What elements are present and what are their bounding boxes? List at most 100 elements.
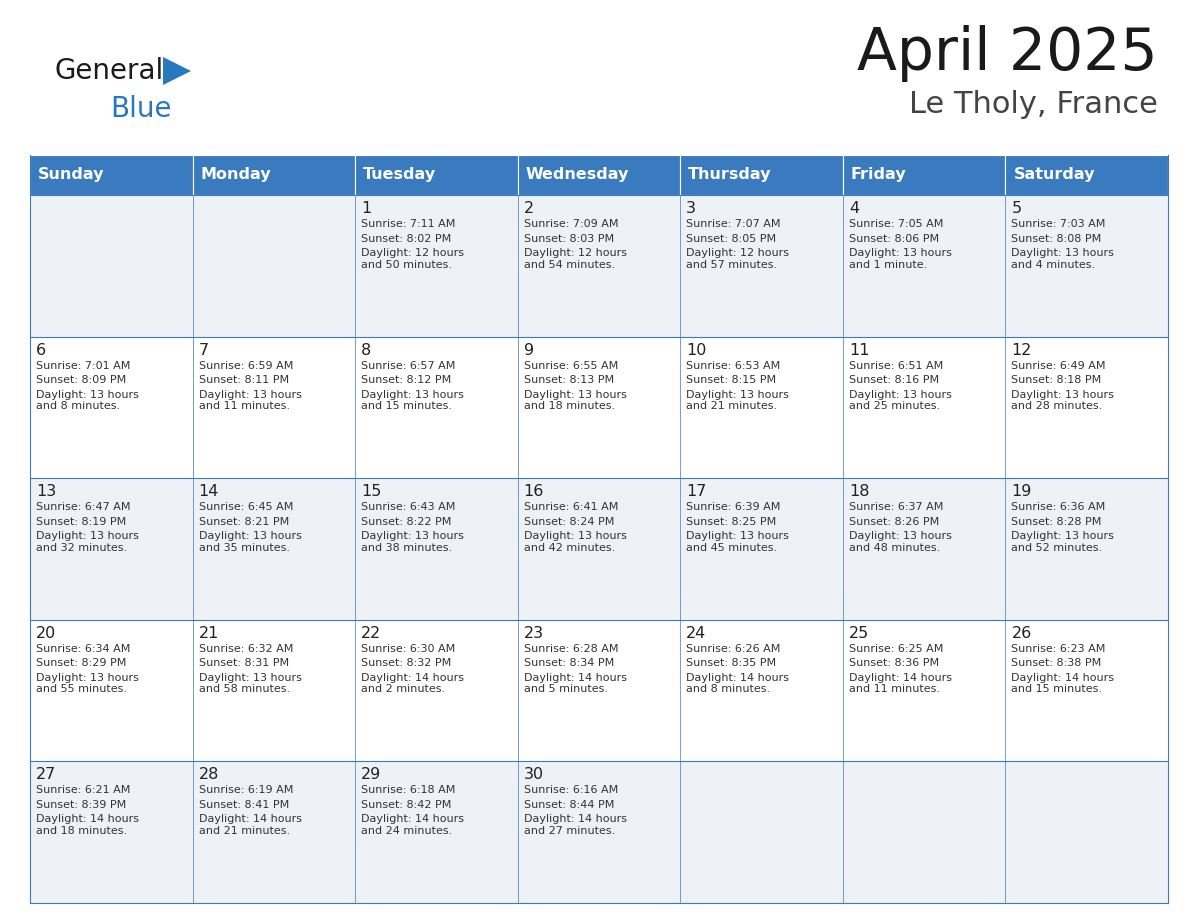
Text: Sunrise: 6:28 AM: Sunrise: 6:28 AM [524,644,618,654]
Text: 23: 23 [524,626,544,641]
Text: April 2025: April 2025 [858,25,1158,82]
Text: Sunset: 8:28 PM: Sunset: 8:28 PM [1011,517,1101,527]
Text: Sunset: 8:31 PM: Sunset: 8:31 PM [198,658,289,668]
Text: Sunrise: 6:18 AM: Sunrise: 6:18 AM [361,786,455,795]
Bar [30,761,1168,903]
Text: Daylight: 13 hours
and 38 minutes.: Daylight: 13 hours and 38 minutes. [361,532,465,553]
Text: Daylight: 14 hours
and 8 minutes.: Daylight: 14 hours and 8 minutes. [687,673,789,694]
Text: Sunrise: 6:26 AM: Sunrise: 6:26 AM [687,644,781,654]
Text: 9: 9 [524,342,533,358]
Text: Sunset: 8:41 PM: Sunset: 8:41 PM [198,800,289,810]
Text: Sunrise: 7:05 AM: Sunrise: 7:05 AM [849,219,943,229]
Text: Sunrise: 6:32 AM: Sunrise: 6:32 AM [198,644,293,654]
Text: Sunrise: 7:01 AM: Sunrise: 7:01 AM [36,361,131,371]
Text: Sunset: 8:39 PM: Sunset: 8:39 PM [36,800,126,810]
Text: Daylight: 14 hours
and 18 minutes.: Daylight: 14 hours and 18 minutes. [36,814,139,836]
Text: Daylight: 14 hours
and 2 minutes.: Daylight: 14 hours and 2 minutes. [361,673,465,694]
Text: 14: 14 [198,484,219,499]
Bar [30,195,1168,337]
Text: 8: 8 [361,342,372,358]
Text: Daylight: 14 hours
and 11 minutes.: Daylight: 14 hours and 11 minutes. [849,673,952,694]
Text: 4: 4 [849,201,859,216]
Text: Sunrise: 7:11 AM: Sunrise: 7:11 AM [361,219,455,229]
Text: Daylight: 13 hours
and 48 minutes.: Daylight: 13 hours and 48 minutes. [849,532,952,553]
Text: 25: 25 [849,626,870,641]
Bar [30,620,1168,761]
Text: Sunset: 8:34 PM: Sunset: 8:34 PM [524,658,614,668]
Text: Sunrise: 6:59 AM: Sunrise: 6:59 AM [198,361,293,371]
Text: 3: 3 [687,201,696,216]
Text: Daylight: 14 hours
and 24 minutes.: Daylight: 14 hours and 24 minutes. [361,814,465,836]
Text: Sunrise: 6:25 AM: Sunrise: 6:25 AM [849,644,943,654]
Text: Sunrise: 7:09 AM: Sunrise: 7:09 AM [524,219,618,229]
Text: Daylight: 12 hours
and 50 minutes.: Daylight: 12 hours and 50 minutes. [361,248,465,270]
Text: Sunset: 8:09 PM: Sunset: 8:09 PM [36,375,126,385]
Text: Sunset: 8:44 PM: Sunset: 8:44 PM [524,800,614,810]
Text: Daylight: 13 hours
and 58 minutes.: Daylight: 13 hours and 58 minutes. [198,673,302,694]
Text: Sunrise: 6:21 AM: Sunrise: 6:21 AM [36,786,131,795]
Text: Daylight: 13 hours
and 8 minutes.: Daylight: 13 hours and 8 minutes. [36,389,139,411]
Text: 1: 1 [361,201,372,216]
Text: Sunset: 8:15 PM: Sunset: 8:15 PM [687,375,777,385]
Text: Daylight: 14 hours
and 5 minutes.: Daylight: 14 hours and 5 minutes. [524,673,627,694]
Text: Thursday: Thursday [688,167,772,183]
Text: Sunset: 8:35 PM: Sunset: 8:35 PM [687,658,777,668]
Text: Sunset: 8:21 PM: Sunset: 8:21 PM [198,517,289,527]
Text: 17: 17 [687,484,707,499]
Text: Sunset: 8:08 PM: Sunset: 8:08 PM [1011,233,1101,243]
Bar [355,155,518,195]
Text: Sunrise: 7:03 AM: Sunrise: 7:03 AM [1011,219,1106,229]
Text: Sunset: 8:38 PM: Sunset: 8:38 PM [1011,658,1101,668]
Text: Sunrise: 6:23 AM: Sunrise: 6:23 AM [1011,644,1106,654]
Text: Sunrise: 6:34 AM: Sunrise: 6:34 AM [36,644,131,654]
Text: 26: 26 [1011,626,1031,641]
Text: Sunset: 8:26 PM: Sunset: 8:26 PM [849,517,939,527]
Text: General: General [55,57,164,85]
Text: Sunrise: 6:19 AM: Sunrise: 6:19 AM [198,786,293,795]
Text: Sunrise: 6:41 AM: Sunrise: 6:41 AM [524,502,618,512]
Text: 5: 5 [1011,201,1022,216]
Bar [681,155,842,195]
Text: Sunrise: 7:07 AM: Sunrise: 7:07 AM [687,219,781,229]
Text: 2: 2 [524,201,533,216]
Text: Sunset: 8:19 PM: Sunset: 8:19 PM [36,517,126,527]
Text: 10: 10 [687,342,707,358]
Text: Sunset: 8:02 PM: Sunset: 8:02 PM [361,233,451,243]
Text: Sunrise: 6:37 AM: Sunrise: 6:37 AM [849,502,943,512]
Text: Daylight: 13 hours
and 21 minutes.: Daylight: 13 hours and 21 minutes. [687,389,789,411]
Text: Daylight: 13 hours
and 4 minutes.: Daylight: 13 hours and 4 minutes. [1011,248,1114,270]
Text: Sunset: 8:06 PM: Sunset: 8:06 PM [849,233,939,243]
Text: Friday: Friday [851,167,906,183]
Text: 7: 7 [198,342,209,358]
Text: Sunrise: 6:43 AM: Sunrise: 6:43 AM [361,502,455,512]
Text: Daylight: 13 hours
and 25 minutes.: Daylight: 13 hours and 25 minutes. [849,389,952,411]
Text: 12: 12 [1011,342,1032,358]
Text: Daylight: 13 hours
and 55 minutes.: Daylight: 13 hours and 55 minutes. [36,673,139,694]
Text: Daylight: 13 hours
and 18 minutes.: Daylight: 13 hours and 18 minutes. [524,389,626,411]
Text: Daylight: 14 hours
and 27 minutes.: Daylight: 14 hours and 27 minutes. [524,814,627,836]
Bar [518,155,681,195]
Text: Sunrise: 6:55 AM: Sunrise: 6:55 AM [524,361,618,371]
Text: Sunrise: 6:36 AM: Sunrise: 6:36 AM [1011,502,1106,512]
Text: 21: 21 [198,626,219,641]
Text: 29: 29 [361,767,381,782]
Text: 28: 28 [198,767,219,782]
Text: Sunrise: 6:53 AM: Sunrise: 6:53 AM [687,361,781,371]
Text: Sunset: 8:29 PM: Sunset: 8:29 PM [36,658,126,668]
Bar [30,478,1168,620]
Text: Daylight: 14 hours
and 21 minutes.: Daylight: 14 hours and 21 minutes. [198,814,302,836]
Bar [842,155,1005,195]
Text: 30: 30 [524,767,544,782]
Text: Wednesday: Wednesday [526,167,630,183]
Polygon shape [163,57,191,85]
Text: 18: 18 [849,484,870,499]
Text: Sunset: 8:11 PM: Sunset: 8:11 PM [198,375,289,385]
Text: Daylight: 12 hours
and 54 minutes.: Daylight: 12 hours and 54 minutes. [524,248,627,270]
Text: Sunset: 8:42 PM: Sunset: 8:42 PM [361,800,451,810]
Text: Blue: Blue [110,95,171,123]
Bar [1005,155,1168,195]
Text: Sunset: 8:22 PM: Sunset: 8:22 PM [361,517,451,527]
Text: Sunrise: 6:51 AM: Sunrise: 6:51 AM [849,361,943,371]
Text: Daylight: 13 hours
and 32 minutes.: Daylight: 13 hours and 32 minutes. [36,532,139,553]
Text: Sunday: Sunday [38,167,105,183]
